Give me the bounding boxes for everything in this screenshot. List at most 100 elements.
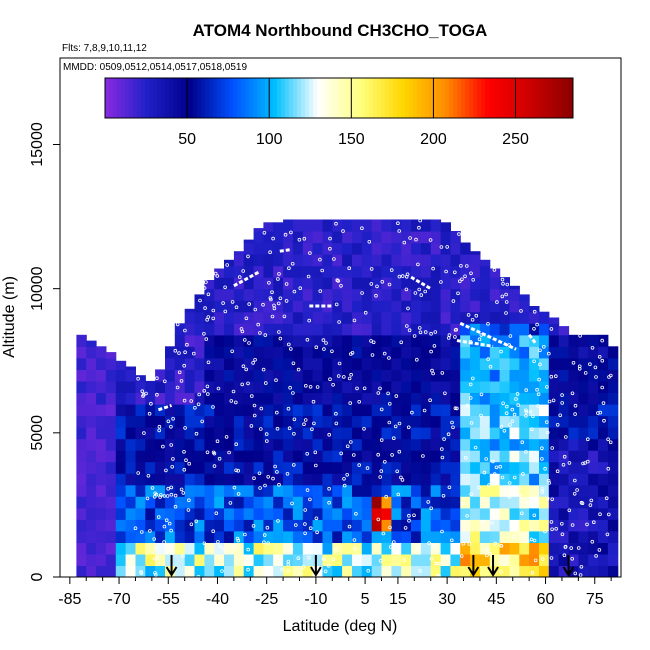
heatmap-cell: [440, 565, 451, 577]
heatmap-cell: [322, 427, 333, 440]
heatmap-cell: [519, 542, 530, 555]
colorbar-strip: [197, 78, 202, 118]
heatmap-cell: [322, 461, 333, 474]
sample-point: [491, 459, 495, 464]
sample-point: [524, 408, 528, 413]
heatmap-cell: [243, 311, 255, 324]
heatmap-cell: [430, 242, 442, 255]
heatmap-cell: [411, 369, 422, 382]
sample-point: [492, 472, 497, 476]
heatmap-cell: [115, 519, 127, 532]
sample-point: [507, 481, 512, 485]
sample-point: [417, 225, 421, 230]
heatmap-cell: [420, 300, 432, 313]
sample-point: [391, 540, 396, 544]
sample-point: [330, 349, 334, 354]
arrow-markers: [165, 555, 575, 577]
heatmap-cell: [548, 380, 560, 393]
heatmap-cell: [420, 242, 432, 255]
colorbar-strip: [221, 78, 226, 118]
sample-point: [187, 570, 191, 574]
heatmap-cell: [391, 553, 402, 566]
heatmap-cell: [86, 346, 97, 359]
heatmap-cell: [440, 311, 451, 324]
heatmap-cell: [479, 380, 491, 393]
heatmap-cell: [568, 369, 579, 382]
heatmap-cell: [440, 369, 451, 382]
heatmap-cell: [273, 473, 284, 486]
sample-point: [187, 461, 192, 466]
heatmap-cell: [292, 392, 304, 405]
heatmap-cell: [391, 450, 402, 463]
sample-point: [345, 472, 350, 477]
heatmap-cell: [499, 553, 510, 566]
heatmap-cell: [204, 473, 215, 486]
sample-point: [313, 463, 318, 468]
heatmap-cell: [578, 530, 589, 543]
heatmap-cell: [263, 231, 274, 244]
heatmap-cell: [460, 392, 471, 405]
heatmap-cell: [135, 375, 146, 382]
heatmap-cell: [529, 323, 540, 336]
sample-point: [251, 524, 256, 528]
sample-point: [440, 455, 445, 460]
heatmap-cell: [391, 519, 402, 532]
heatmap-cell: [322, 380, 333, 393]
heatmap-cell: [558, 427, 570, 440]
sample-point: [573, 571, 578, 576]
heatmap-cell: [607, 415, 619, 428]
heatmap-cell: [548, 404, 560, 417]
heatmap-cell: [86, 404, 97, 417]
heatmap-cell: [470, 484, 481, 497]
heatmap-cell: [214, 334, 225, 347]
sample-point: [256, 322, 261, 327]
heatmap-cell: [145, 461, 156, 474]
heatmap-cell: [263, 530, 274, 543]
heatmap-cell: [292, 369, 304, 382]
heatmap-cell: [76, 392, 87, 405]
heatmap-cell: [302, 346, 314, 359]
heatmap-cell: [430, 300, 442, 313]
colorbar-strip: [129, 78, 134, 118]
heatmap-cell: [460, 357, 471, 370]
heatmap-cell: [361, 473, 373, 486]
heatmap-cell: [539, 334, 550, 347]
sample-point: [211, 529, 216, 533]
sample-point: [387, 282, 392, 287]
heatmap-cell: [430, 334, 442, 347]
heatmap-cell: [243, 369, 255, 382]
sample-point: [376, 452, 381, 457]
heatmap-cell: [312, 311, 323, 324]
heatmap-cell: [273, 450, 284, 463]
heatmap-cell: [292, 530, 304, 543]
sample-point: [211, 316, 216, 321]
sample-point: [381, 531, 386, 536]
heatmap-cell: [489, 392, 501, 405]
heatmap-cell: [184, 308, 196, 313]
heatmap-cell: [263, 496, 274, 509]
heatmap-cell: [558, 507, 570, 520]
heatmap-cell: [470, 369, 481, 382]
colorbar-strip: [389, 78, 394, 118]
heatmap-cell: [361, 415, 373, 428]
heatmap-cell: [499, 484, 510, 497]
heatmap-cell: [529, 415, 540, 428]
heatmap-cell: [263, 369, 274, 382]
heatmap-cell: [361, 530, 373, 543]
heatmap-cell: [96, 530, 107, 543]
heatmap-cell: [263, 323, 274, 336]
heatmap-cell: [401, 461, 412, 474]
heatmap-cell: [322, 369, 333, 382]
sample-point: [202, 541, 207, 546]
sample-point: [173, 504, 178, 509]
heatmap-cell: [292, 334, 304, 347]
heatmap-cell: [539, 519, 550, 532]
heatmap-cell: [361, 219, 373, 232]
sample-point: [187, 498, 191, 503]
heatmap-cell: [243, 392, 255, 405]
sample-point: [302, 236, 307, 241]
sample-point: [529, 537, 534, 542]
heatmap-cell: [263, 334, 274, 347]
sample-point: [532, 359, 536, 364]
sample-point: [507, 494, 512, 499]
